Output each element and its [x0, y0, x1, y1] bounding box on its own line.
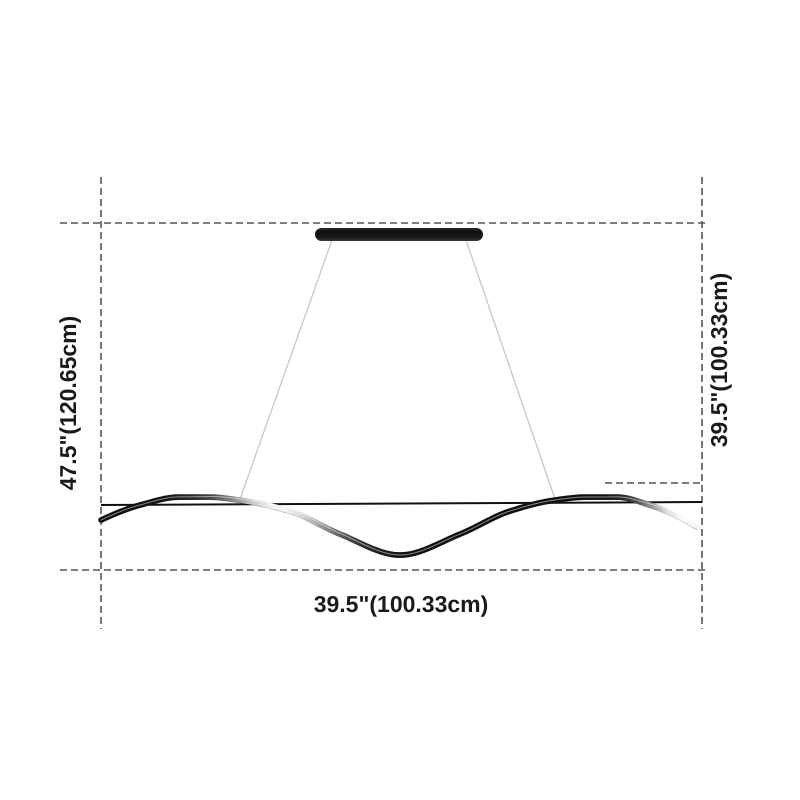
svg-text:39.5"(100.33cm): 39.5"(100.33cm): [706, 273, 732, 448]
svg-text:39.5"(100.33cm): 39.5"(100.33cm): [314, 591, 489, 617]
svg-text:47.5"(120.65cm): 47.5"(120.65cm): [55, 316, 81, 491]
